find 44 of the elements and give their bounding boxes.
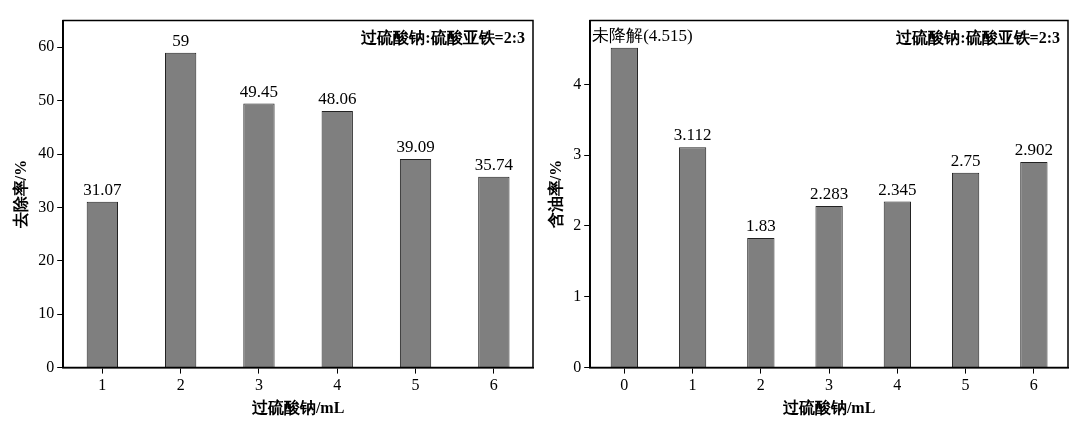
x-axis-title: 过硫酸钠/mL — [250, 398, 345, 416]
y-tick-label: 20 — [38, 251, 55, 269]
y-axis-title: 去除率/% — [10, 159, 29, 230]
data-label: 39.09 — [396, 136, 435, 156]
annotation: 过硫酸钠:硫酸亚铁=2:3 — [360, 28, 525, 46]
data-label: 48.06 — [318, 89, 357, 108]
data-label: 59 — [172, 30, 190, 50]
data-label: 未降解(4.515) — [592, 25, 693, 45]
y-tick-label: 3 — [573, 145, 582, 163]
x-tick-label: 1 — [688, 376, 697, 394]
data-label: 31.07 — [83, 179, 122, 199]
y-tick-label: 30 — [38, 197, 55, 215]
y-tick-label: 1 — [573, 286, 582, 304]
data-label: 2.345 — [878, 179, 917, 199]
y-tick-label: 60 — [38, 37, 55, 55]
x-tick-label: 2 — [756, 376, 765, 394]
y-axis-title: 含油率/% — [545, 159, 564, 230]
x-tick-label: 3 — [825, 376, 834, 394]
y-tick-label: 10 — [38, 304, 55, 322]
y-tick-label: 0 — [573, 357, 582, 375]
x-tick-label: 2 — [176, 376, 185, 394]
y-tick-label: 2 — [573, 216, 582, 234]
x-axis-title: 过硫酸钠/mL — [781, 398, 876, 416]
data-label: 49.45 — [239, 81, 279, 101]
x-tick-label: 5 — [411, 376, 420, 394]
x-tick-label: 6 — [489, 376, 498, 394]
data-label: 1.83 — [745, 215, 776, 235]
data-label: 3.112 — [673, 125, 712, 145]
data-label: 2.902 — [1014, 140, 1053, 160]
y-tick-label: 40 — [38, 144, 55, 162]
x-tick-label: 0 — [620, 376, 629, 394]
annotation: 过硫酸钠:硫酸亚铁=2:3 — [895, 28, 1060, 46]
data-label: 2.75 — [950, 150, 981, 170]
x-tick-label: 5 — [961, 376, 970, 394]
y-tick-label: 0 — [46, 357, 55, 375]
x-tick-label: 1 — [98, 376, 107, 394]
x-tick-label: 3 — [254, 376, 263, 394]
y-tick-label: 4 — [573, 74, 582, 92]
data-label: 35.74 — [474, 154, 514, 174]
x-tick-label: 6 — [1029, 376, 1038, 394]
x-tick-label: 4 — [893, 376, 902, 394]
data-label: 2.283 — [809, 183, 849, 203]
y-tick-label: 50 — [38, 90, 55, 108]
x-tick-label: 4 — [333, 376, 342, 394]
